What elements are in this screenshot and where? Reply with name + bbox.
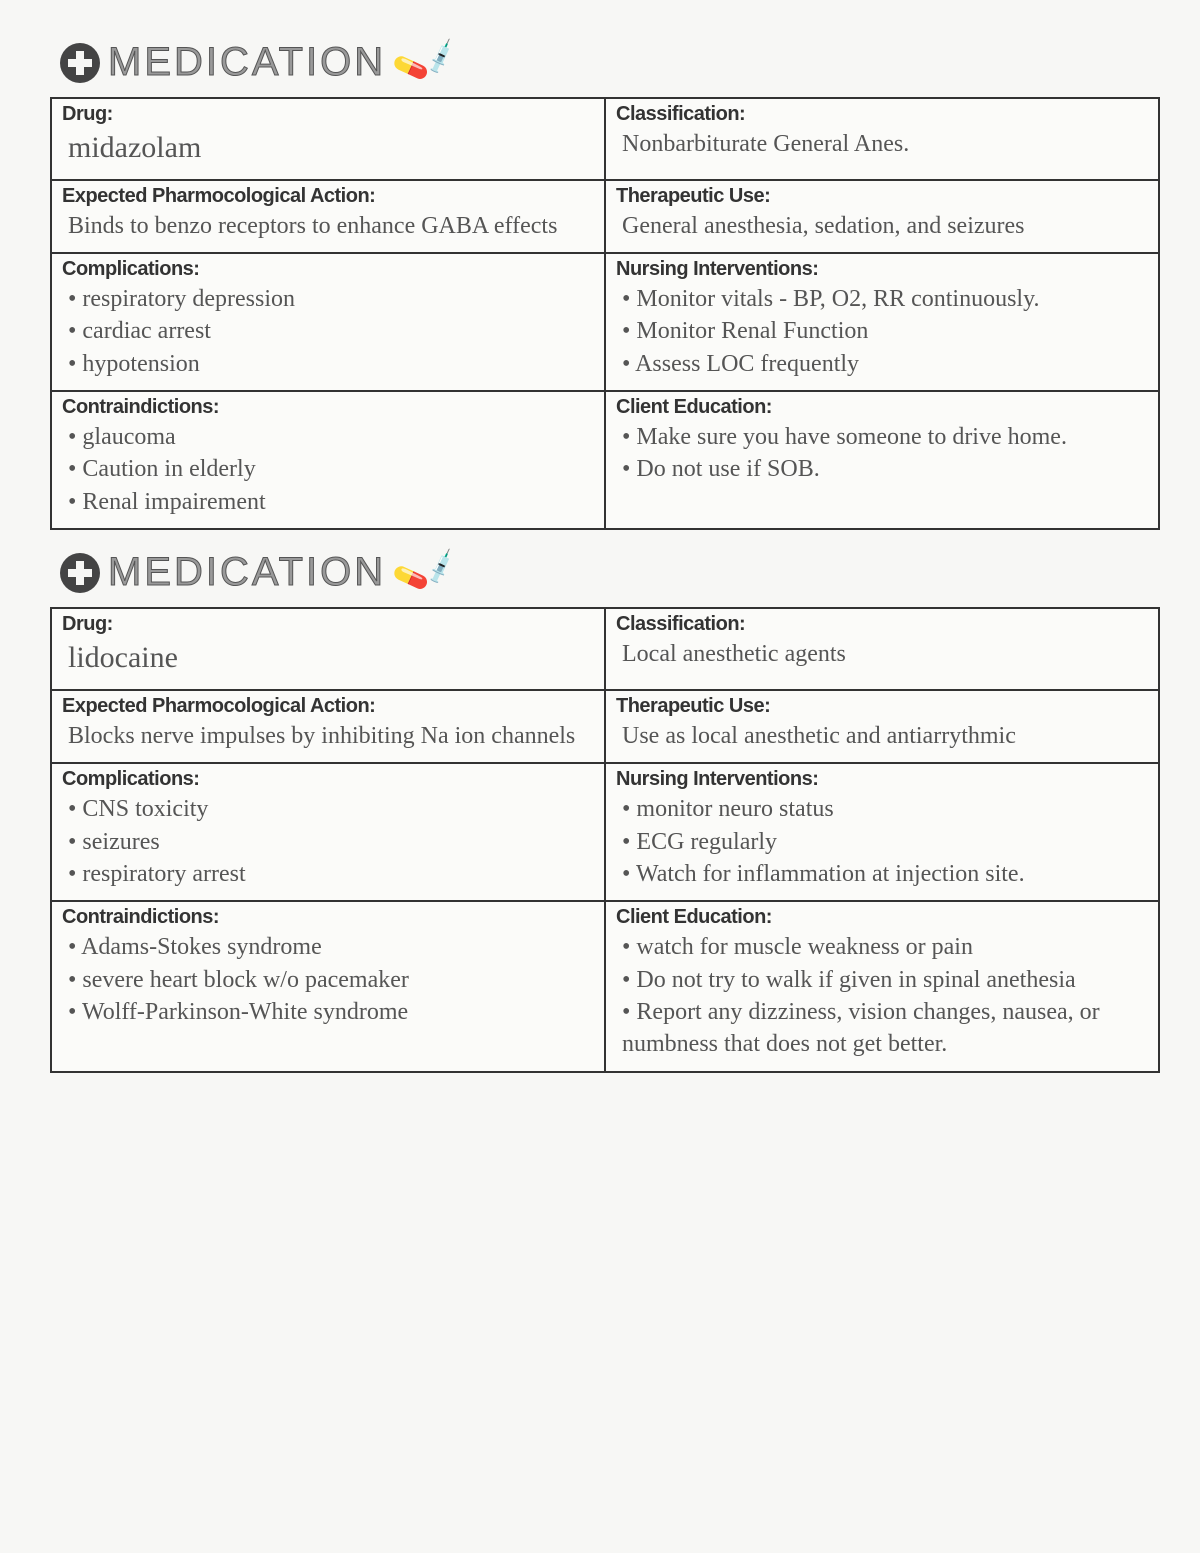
nursing-label: Nursing Interventions: [616,258,1148,281]
drug-cell: Drug: midazolam [52,99,606,181]
plus-icon [60,553,100,593]
drug-value: lidocaine [62,636,594,681]
classification-value: Local anesthetic agents [616,636,1148,672]
drug-cell: Drug: lidocaine [52,609,606,691]
education-label: Client Education: [616,396,1148,419]
use-cell: Therapeutic Use: General anesthesia, sed… [606,181,1158,254]
contra-cell: Contraindictions: • glaucoma • Caution i… [52,392,606,528]
action-value: Binds to benzo receptors to enhance GABA… [62,208,594,244]
complications-cell: Complications: • respiratory depression … [52,254,606,392]
education-label: Client Education: [616,906,1148,929]
nursing-label: Nursing Interventions: [616,768,1148,791]
education-value: • Make sure you have someone to drive ho… [616,419,1148,488]
education-value: • watch for muscle weakness or pain • Do… [616,929,1148,1063]
action-cell: Expected Pharmocological Action: Blocks … [52,691,606,764]
medication-card-1: Drug: midazolam Classification: Nonbarbi… [50,97,1160,530]
action-value: Blocks nerve impulses by inhibiting Na i… [62,718,594,754]
use-value: Use as local anesthetic and antiarrythmi… [616,718,1148,754]
medication-card-2: Drug: lidocaine Classification: Local an… [50,607,1160,1073]
classification-label: Classification: [616,103,1148,126]
use-label: Therapeutic Use: [616,185,1148,208]
complications-label: Complications: [62,258,594,281]
nursing-value: • Monitor vitals - BP, O2, RR continuous… [616,281,1148,382]
contra-value: • glaucoma • Caution in elderly • Renal … [62,419,594,520]
medication-header-2: MEDICATION 💊💉 [60,550,1160,595]
classification-cell: Classification: Nonbarbiturate General A… [606,99,1158,181]
plus-icon [60,43,100,83]
contra-value: • Adams-Stokes syndrome • severe heart b… [62,929,594,1030]
drug-label: Drug: [62,613,594,636]
classification-cell: Classification: Local anesthetic agents [606,609,1158,691]
nursing-cell: Nursing Interventions: • Monitor vitals … [606,254,1158,392]
contra-label: Contraindictions: [62,396,594,419]
medication-header-1: MEDICATION 💊💉 [60,40,1160,85]
education-cell: Client Education: • Make sure you have s… [606,392,1158,528]
syringe-icon: 💊💉 [391,547,462,598]
education-cell: Client Education: • watch for muscle wea… [606,902,1158,1071]
complications-value: • CNS toxicity • seizures • respiratory … [62,791,594,892]
complications-cell: Complications: • CNS toxicity • seizures… [52,764,606,902]
contra-label: Contraindictions: [62,906,594,929]
action-label: Expected Pharmocological Action: [62,695,594,718]
use-cell: Therapeutic Use: Use as local anesthetic… [606,691,1158,764]
complications-value: • respiratory depression • cardiac arres… [62,281,594,382]
drug-label: Drug: [62,103,594,126]
header-title: MEDICATION [108,550,386,595]
use-label: Therapeutic Use: [616,695,1148,718]
header-title: MEDICATION [108,40,386,85]
action-label: Expected Pharmocological Action: [62,185,594,208]
nursing-value: • monitor neuro status • ECG regularly •… [616,791,1148,892]
syringe-icon: 💊💉 [391,37,462,88]
nursing-cell: Nursing Interventions: • monitor neuro s… [606,764,1158,902]
classification-label: Classification: [616,613,1148,636]
contra-cell: Contraindictions: • Adams-Stokes syndrom… [52,902,606,1071]
drug-value: midazolam [62,126,594,171]
use-value: General anesthesia, sedation, and seizur… [616,208,1148,244]
action-cell: Expected Pharmocological Action: Binds t… [52,181,606,254]
complications-label: Complications: [62,768,594,791]
classification-value: Nonbarbiturate General Anes. [616,126,1148,162]
